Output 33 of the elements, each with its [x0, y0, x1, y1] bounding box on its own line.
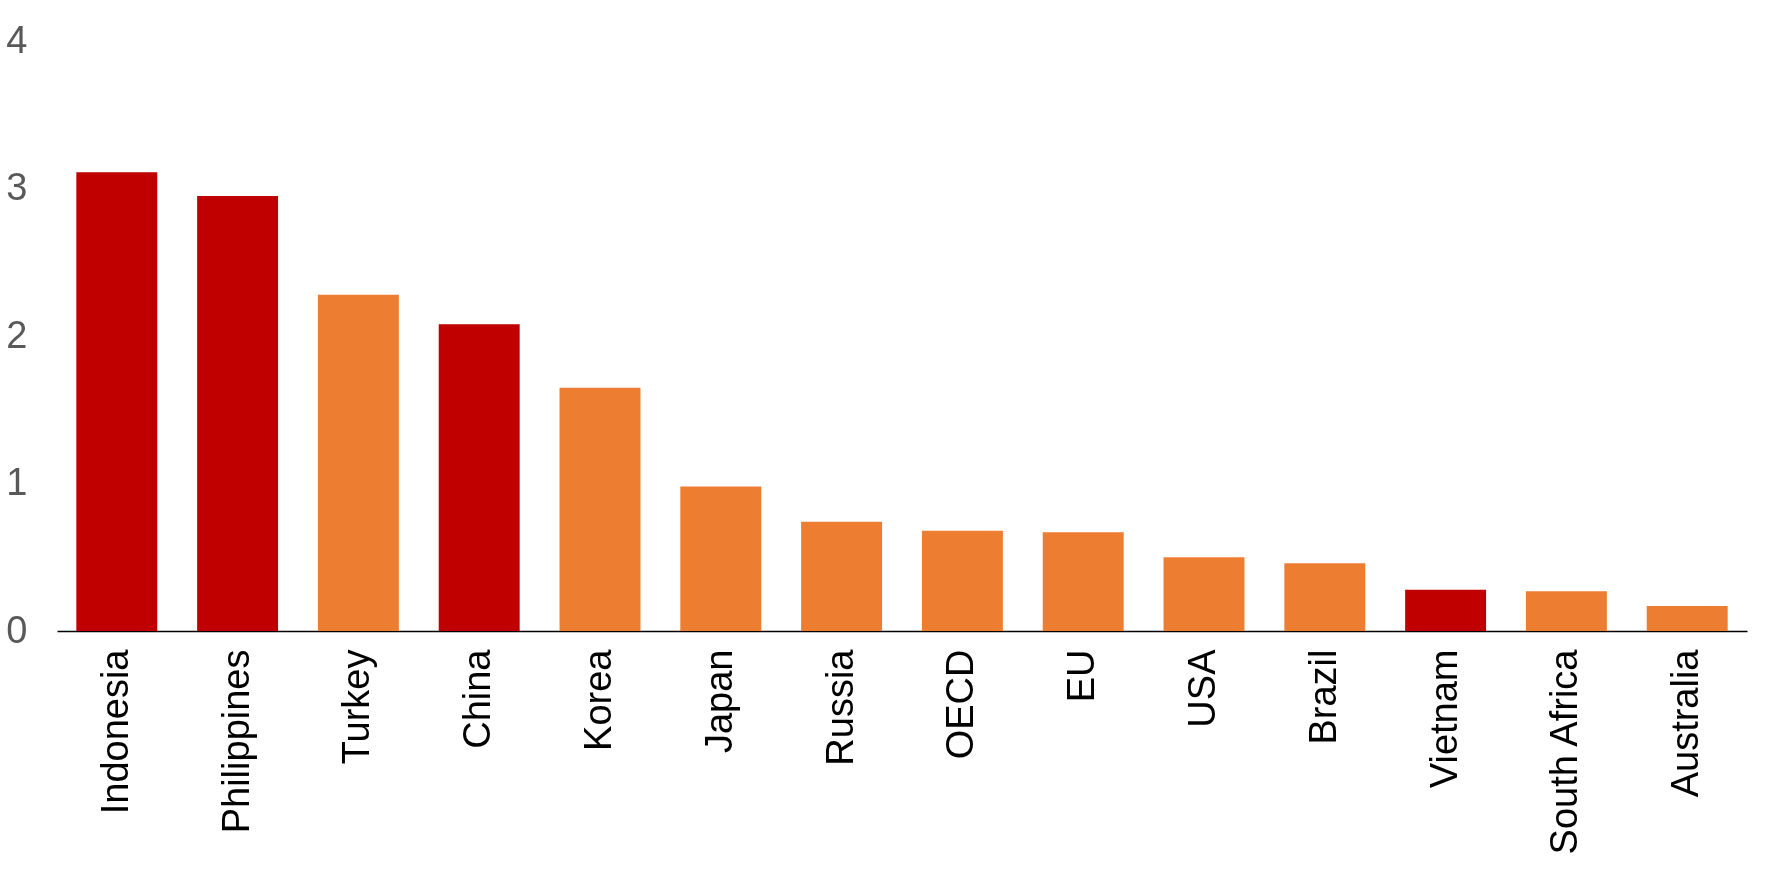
bar — [1163, 557, 1245, 631]
x-tick-label: Philippines — [214, 649, 257, 834]
x-tick-label: South Africa — [1543, 648, 1586, 855]
bar — [1284, 563, 1366, 631]
bar — [76, 172, 158, 631]
bar — [438, 324, 520, 631]
y-tick-label: 2 — [6, 313, 28, 356]
bar — [559, 387, 641, 631]
x-tick-label: Brazil — [1301, 649, 1344, 745]
bar — [680, 486, 762, 631]
x-tick-label: Australia — [1664, 648, 1707, 798]
x-tick-label: OECD — [939, 649, 982, 760]
y-tick-label: 0 — [6, 608, 28, 651]
bar — [1525, 591, 1607, 631]
x-tick-label: Korea — [577, 648, 619, 751]
x-tick-label: USA — [1181, 648, 1223, 728]
x-tick-label: Japan — [697, 649, 740, 754]
y-tick-label: 3 — [6, 166, 28, 208]
bar — [317, 294, 399, 631]
y-tick-label: 1 — [6, 461, 28, 503]
x-tick-label: China — [456, 648, 499, 749]
y-tick-label: 4 — [6, 18, 28, 61]
bar — [197, 195, 279, 631]
bar — [1405, 589, 1487, 631]
bar — [801, 521, 883, 631]
bar — [921, 530, 1003, 631]
bar — [1646, 605, 1728, 631]
x-tick-label: Russia — [818, 648, 861, 766]
bar — [1042, 532, 1124, 631]
x-tick-label: Vietnam — [1422, 649, 1465, 789]
x-tick-label: Indonesia — [93, 648, 136, 815]
x-tick-label: EU — [1060, 649, 1103, 703]
x-tick-label: Turkey — [335, 649, 378, 765]
